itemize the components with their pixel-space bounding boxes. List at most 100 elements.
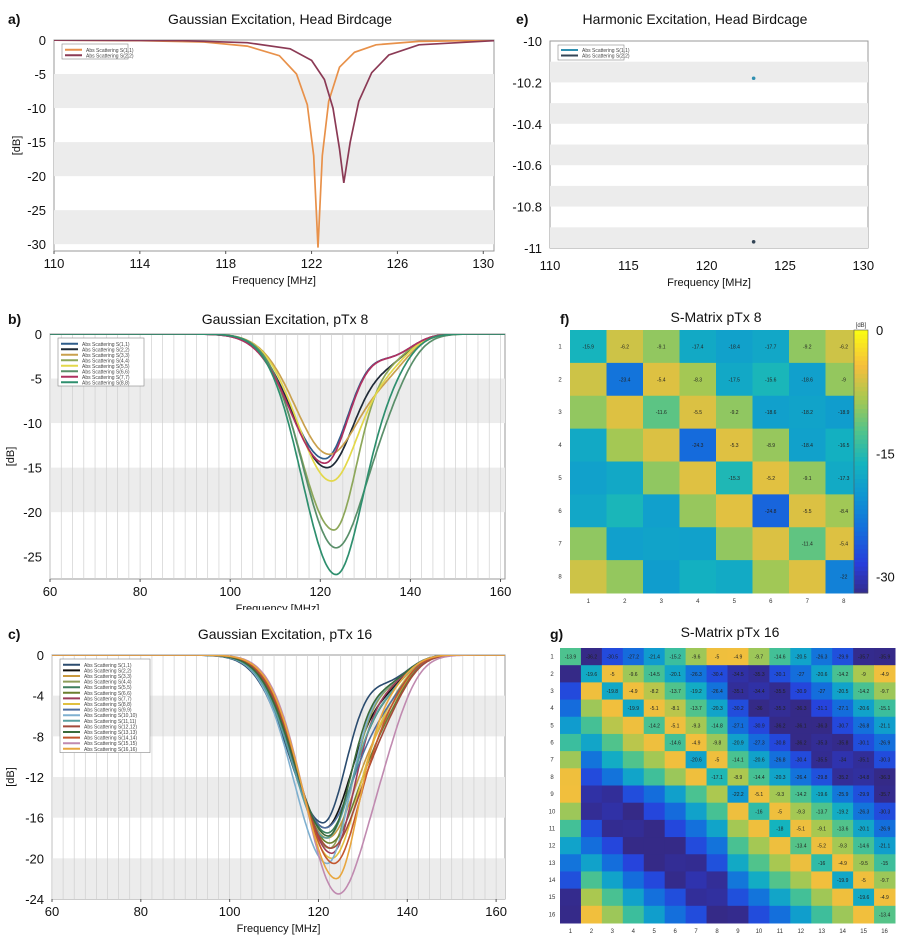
cell-value: -9.1	[817, 826, 826, 832]
cell-value: -19.8	[607, 689, 619, 695]
grid-band	[550, 185, 868, 207]
heatmap-cell	[685, 648, 708, 666]
heatmap-cell	[789, 362, 826, 397]
heatmap-cell	[748, 802, 770, 821]
heatmap-cell	[679, 527, 717, 561]
heatmap-cell	[606, 362, 644, 397]
cell-value: -13.9	[565, 655, 577, 661]
heatmap-cell	[664, 648, 687, 666]
heatmap-cell	[811, 733, 833, 752]
heatmap-cell	[664, 785, 687, 804]
heatmap-cell	[706, 768, 728, 786]
heatmap-cell	[727, 716, 749, 735]
cell-value: -9	[842, 377, 847, 383]
heatmap-cell	[570, 527, 607, 561]
chart-e: e) Harmonic Excitation, Head Birdcage 110 1…	[512, 11, 874, 289]
heatmap-cell	[874, 733, 896, 752]
cell-value: -20.3	[711, 706, 723, 712]
cell-value: -20.6	[858, 706, 870, 712]
x-tick-label: 1	[569, 929, 573, 935]
cell-value: -4.9	[880, 895, 889, 901]
heatmap-cell	[580, 751, 603, 769]
heatmap-cell	[601, 802, 624, 821]
heatmap-cell	[643, 768, 666, 786]
colorbar-segment	[854, 505, 868, 511]
x-tick-label: 5	[653, 929, 657, 935]
y-tick-label: -8	[32, 729, 44, 744]
panel-label: g)	[550, 626, 563, 642]
cell-value: -5	[778, 809, 783, 815]
cell-value: -9.1	[657, 344, 666, 350]
heatmap-cell	[601, 665, 624, 683]
y-tick-label: 11	[549, 826, 556, 832]
colorbar-tick: -15	[876, 446, 895, 461]
cell-value: -30.4	[711, 672, 723, 678]
heatmap-cell	[643, 648, 666, 666]
heatmap-cell	[643, 461, 680, 495]
y-tick-label: 7	[558, 542, 562, 548]
heatmap-cell	[874, 819, 896, 838]
cell-value: -18.6	[765, 410, 777, 416]
cell-value: -14.6	[858, 844, 870, 850]
cell-value: -34.5	[732, 672, 744, 678]
heatmap-cell	[716, 330, 753, 364]
heatmap-cell	[643, 802, 666, 821]
heatmap-cell	[853, 648, 875, 666]
heatmap-cell	[622, 716, 645, 735]
series-line	[52, 655, 505, 880]
data-point	[751, 239, 756, 244]
cell-value: -18.6	[802, 377, 814, 383]
cell-value: -14.2	[795, 792, 807, 798]
heatmap-cell	[874, 888, 896, 907]
cell-value: -30.1	[858, 741, 870, 747]
colorbar-segment	[854, 443, 868, 449]
cell-value: -20.6	[816, 672, 828, 678]
heatmap-cell	[706, 888, 728, 907]
heatmap-cell	[706, 837, 728, 855]
y-tick-label: 2	[550, 672, 554, 678]
cell-value: -22	[840, 575, 847, 581]
series-line	[54, 40, 494, 184]
cell-value: -23.4	[619, 377, 631, 383]
heatmap-cell	[832, 785, 854, 804]
heatmap-cell	[643, 527, 680, 561]
cell-value: -36.2	[774, 723, 786, 729]
cell-value: -13.7	[816, 809, 828, 815]
heatmap-cell	[601, 785, 624, 804]
heatmap-cell	[570, 461, 607, 495]
legend-entry: Abs Scattering S(5,5)	[82, 364, 130, 370]
heatmap-cell	[832, 716, 854, 735]
x-tick-label: 126	[387, 256, 409, 271]
heatmap-cell	[790, 888, 812, 907]
y-tick-label: 4	[558, 443, 562, 449]
heatmap-cell	[664, 682, 687, 701]
heatmap-cell	[570, 428, 607, 462]
y-tick-label: -30	[27, 237, 46, 252]
x-tick-label: 1	[587, 599, 591, 605]
heatmap-cell	[769, 733, 791, 752]
cell-value: -35.3	[774, 706, 786, 712]
grid-band	[550, 61, 868, 83]
x-tick-label: 16	[881, 929, 888, 935]
heatmap-cell	[643, 362, 680, 397]
x-tick-label: 6	[673, 929, 677, 935]
cell-value: -17.1	[711, 775, 723, 781]
cell-value: -21.1	[879, 723, 891, 729]
heatmap-cell	[874, 665, 896, 683]
heatmap-cell	[874, 854, 896, 872]
grid-band	[52, 777, 505, 818]
cell-value: -9.3	[776, 792, 785, 798]
heatmap-cell	[790, 819, 812, 838]
heatmap-cell	[874, 837, 896, 855]
cell-value: -21.1	[879, 844, 891, 850]
heatmap-cell	[853, 905, 875, 924]
heatmap-cell	[643, 428, 680, 462]
heatmap-cell	[622, 785, 645, 804]
cell-value: -19.2	[690, 689, 702, 695]
colorbar-segment	[854, 457, 868, 462]
heatmap-cell	[769, 682, 791, 701]
heatmap-cell	[874, 716, 896, 735]
colorbar-segment	[854, 474, 868, 480]
y-tick-label: -24	[25, 892, 44, 907]
cell-value: -11.4	[802, 542, 813, 548]
